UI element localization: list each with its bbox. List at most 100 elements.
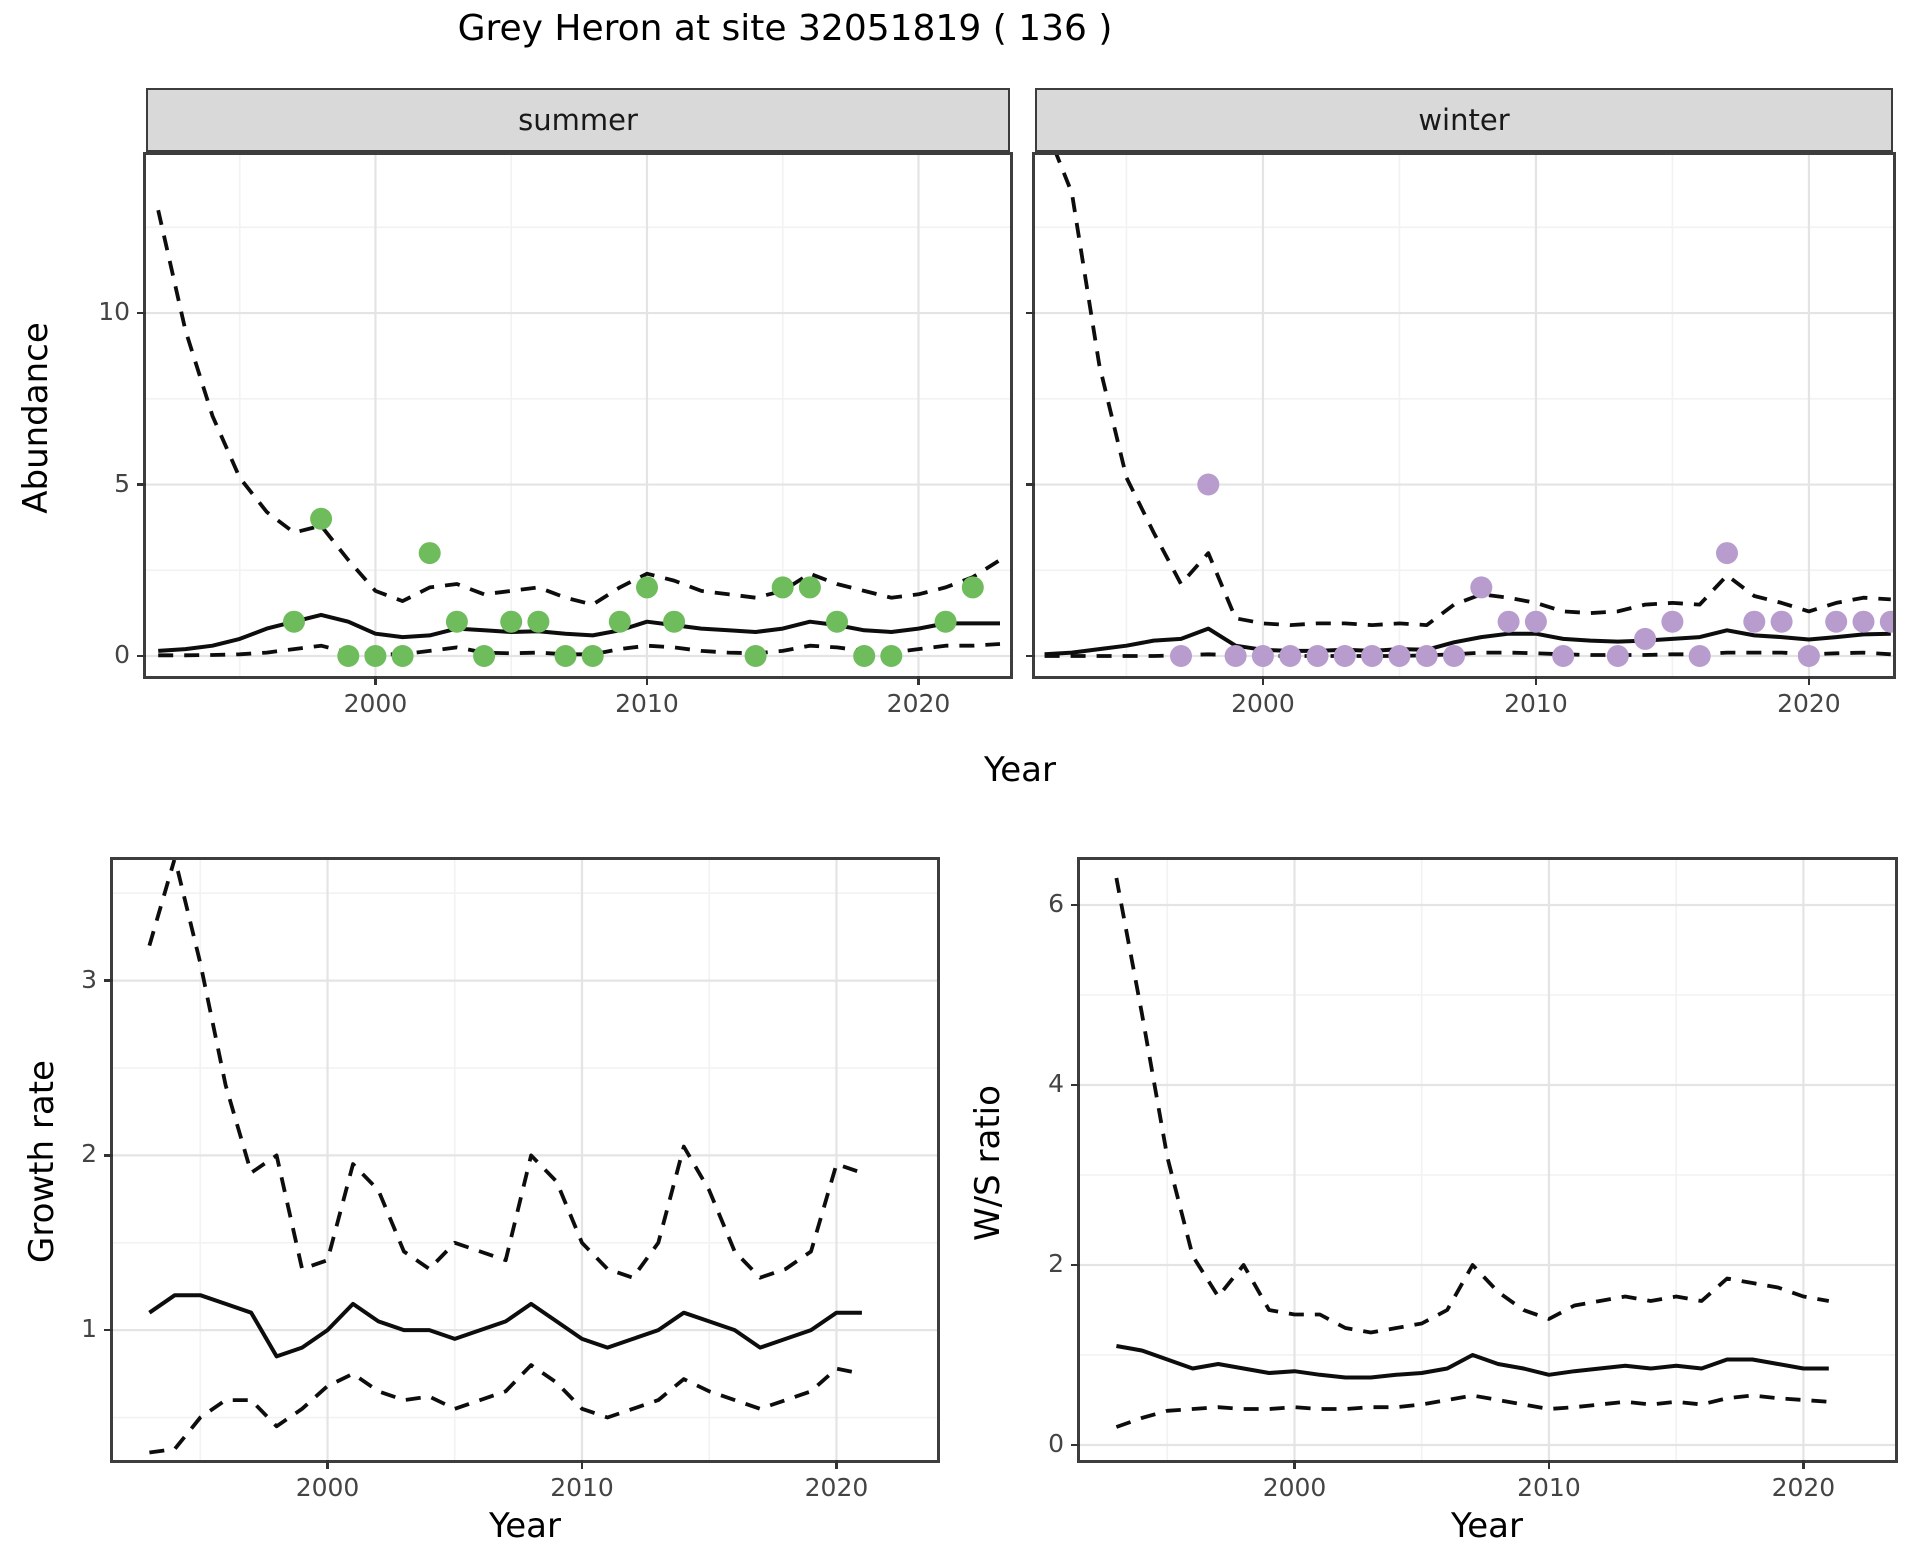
x-tick-label: 2000	[343, 689, 408, 718]
abundance-summer-data-point	[798, 576, 821, 599]
x-tick-label: 2000	[1231, 689, 1295, 718]
abundance-axis-title: Abundance	[16, 322, 56, 514]
abundance-summer-data-point	[608, 610, 631, 633]
abundance-summer-data-point	[771, 576, 794, 599]
y-tick-label: 4	[1048, 1068, 1064, 1098]
facet-strip-winter: winter	[1035, 88, 1893, 152]
x-tick-mark	[1807, 676, 1811, 685]
abundance-summer-plot-area	[146, 155, 1010, 676]
abundance-winter-data-point	[1661, 610, 1684, 633]
abundance-winter-data-point	[1743, 610, 1766, 633]
x-tick-mark	[917, 676, 920, 685]
x-tick-mark	[835, 1460, 838, 1469]
y-tick-label: 1	[81, 1314, 97, 1344]
y-tick-mark	[1026, 483, 1035, 486]
y-tick-mark	[1071, 1083, 1080, 1087]
abundance-winter-data-point	[1552, 645, 1575, 667]
abundance-winter-median-line	[1044, 626, 1891, 657]
abundance-summer-data-point	[853, 645, 876, 667]
abundance-winter-data-point	[1388, 645, 1411, 667]
y-tick-label: 2	[81, 1139, 97, 1169]
y-tick-label: 6	[1048, 888, 1064, 918]
abundance-summer-data-point	[391, 645, 414, 667]
abundance-winter-data-point	[1879, 610, 1893, 633]
x-tick-label: 2020	[886, 689, 951, 718]
abundance-winter-data-point	[1852, 610, 1875, 633]
y-tick-mark	[1071, 1263, 1080, 1267]
abundance-summer-data-point	[337, 645, 360, 667]
abundance-winter-data-point	[1361, 645, 1384, 667]
abundance-summer-data-point	[636, 576, 658, 599]
abundance-summer-data-point	[364, 645, 387, 667]
abundance-winter-data-point	[1279, 645, 1302, 667]
x-tick-label: 2020	[1771, 1473, 1836, 1502]
abundance-summer-data-point	[880, 645, 903, 667]
x-tick-label: 2020	[804, 1473, 869, 1502]
growth-rate-ci_lower-line	[149, 1363, 863, 1455]
y-tick-label: 5	[114, 468, 130, 498]
x-tick-label: 2020	[1777, 689, 1841, 718]
winter-abundance-panel	[1032, 152, 1896, 679]
abundance-winter-data-point	[1443, 645, 1465, 667]
y-tick-mark	[104, 1154, 113, 1157]
x-tick-label: 2000	[1262, 1473, 1327, 1502]
y-tick-mark	[137, 654, 146, 658]
figure-title: Grey Heron at site 32051819 ( 136 )	[457, 8, 1113, 49]
growth-rate-plot-area	[113, 860, 937, 1460]
y-tick-mark	[1071, 1443, 1080, 1447]
abundance-winter-data-point	[1688, 645, 1711, 667]
y-tick-mark	[104, 1328, 113, 1332]
abundance-winter-data-point	[1306, 645, 1329, 667]
facet-strip-winter-label: winter	[1418, 103, 1510, 137]
y-tick-label: 0	[1048, 1428, 1064, 1458]
facet-strip-summer: summer	[146, 88, 1010, 152]
growth-rate-median-line	[148, 1293, 862, 1359]
abundance-summer-data-point	[473, 645, 496, 667]
x-tick-label: 2010	[1504, 689, 1568, 718]
x-tick-mark	[374, 676, 377, 685]
x-tick-label: 2010	[550, 1473, 614, 1502]
abundance-winter-data-point	[1170, 645, 1192, 667]
x-tick-mark	[1534, 676, 1538, 685]
growth-rate-ci_upper-line	[147, 860, 863, 1280]
y-tick-label: 0	[114, 640, 130, 669]
ws-ratio-panel	[1077, 857, 1898, 1463]
x-tick-mark	[1547, 1460, 1551, 1469]
growth-rate-panel	[110, 857, 940, 1463]
abundance-winter-data-point	[1825, 610, 1848, 633]
x-tick-mark	[326, 1460, 329, 1469]
y-tick-mark	[137, 311, 146, 315]
abundance-summer-ci_upper-line	[156, 209, 1002, 607]
abundance-winter-data-point	[1606, 645, 1629, 667]
abundance-winter-data-point	[1770, 610, 1793, 633]
abundance-summer-data-point	[554, 645, 577, 667]
abundance-summer-data-point	[826, 610, 848, 633]
abundance-winter-data-point	[1251, 645, 1274, 667]
x-tick-mark	[580, 1460, 584, 1469]
abundance-winter-ci_upper-line	[1054, 155, 1891, 628]
y-tick-mark	[1071, 903, 1080, 907]
abundance-winter-data-point	[1470, 576, 1493, 599]
abundance-summer-data-point	[283, 610, 305, 633]
y-tick-label: 2	[1048, 1248, 1064, 1278]
ws-ratio-plot-area	[1080, 860, 1895, 1460]
abundance-summer-data-point	[744, 645, 767, 667]
ws-ratio-median-line	[1116, 1344, 1829, 1380]
x-tick-label: 2010	[615, 689, 679, 718]
abundance-winter-data-point	[1716, 542, 1738, 565]
y-tick-mark	[104, 979, 113, 982]
abundance-winter-data-point	[1197, 473, 1220, 496]
y-tick-mark	[1026, 654, 1035, 658]
abundance-summer-data-point	[310, 507, 333, 530]
y-tick-label: 10	[98, 297, 130, 327]
ws-ratio-ci_upper-line	[1114, 877, 1830, 1335]
abundance-summer-data-point	[934, 610, 957, 633]
abundance-summer-data-point	[418, 542, 441, 565]
abundance-summer-data-point	[445, 610, 468, 633]
x-tick-mark	[1293, 1460, 1296, 1469]
summer-abundance-panel	[143, 152, 1013, 679]
abundance-summer-data-point	[500, 610, 523, 633]
y-tick-label: 3	[81, 964, 97, 994]
abundance-winter-plot-area	[1035, 155, 1893, 676]
